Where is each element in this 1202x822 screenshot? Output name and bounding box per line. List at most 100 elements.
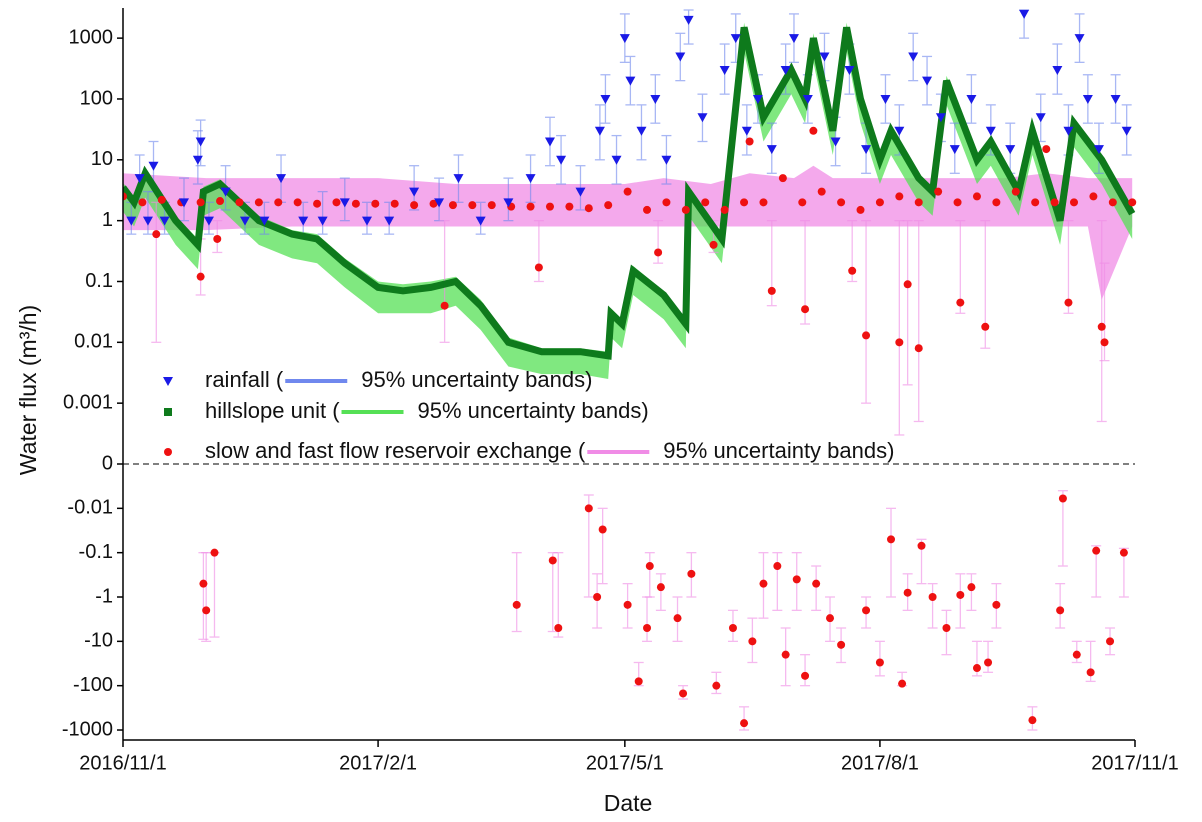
marker: [1028, 716, 1037, 725]
y-tick-label: 1000: [69, 26, 114, 48]
error-bar: [966, 573, 977, 612]
error-bar: [955, 219, 966, 314]
marker: [526, 202, 535, 211]
error-bar: [894, 219, 905, 436]
error-bar: [644, 552, 655, 598]
error-bar: [811, 565, 822, 612]
marker: [554, 623, 563, 632]
marker: [1110, 94, 1121, 104]
marker: [1042, 145, 1051, 154]
marker: [956, 298, 965, 307]
error-bar: [597, 507, 608, 585]
plot-area: [123, 9, 1137, 731]
y-axis-title: Water flux (m³/h): [15, 305, 41, 475]
marker: [967, 583, 976, 592]
marker: [837, 640, 846, 649]
marker: [875, 198, 884, 207]
marker: [276, 174, 287, 184]
marker: [548, 556, 557, 565]
error-bar: [772, 552, 783, 612]
marker: [701, 198, 710, 207]
marker: [643, 205, 652, 214]
marker: [942, 623, 951, 632]
marker: [887, 535, 896, 544]
x-tick-label: 2017/8/1: [841, 752, 919, 774]
marker: [213, 234, 222, 243]
marker: [545, 202, 554, 211]
y-tick-label: 100: [80, 87, 113, 109]
marker: [656, 583, 665, 592]
marker: [254, 198, 263, 207]
marker: [862, 606, 871, 615]
y-tick-label: 0.1: [85, 270, 113, 292]
error-bar: [655, 573, 666, 612]
marker: [503, 198, 514, 208]
error-bar: [201, 552, 212, 642]
marker: [759, 198, 768, 207]
marker: [645, 562, 654, 571]
marker: [1005, 145, 1016, 155]
marker: [809, 126, 818, 135]
marker: [895, 192, 904, 201]
marker: [745, 137, 754, 146]
error-bar: [547, 552, 558, 633]
marker: [317, 216, 328, 226]
marker: [584, 504, 593, 513]
marker: [604, 201, 613, 210]
marker: [594, 126, 605, 136]
y-tick-label: -0.1: [79, 541, 113, 563]
marker: [313, 199, 322, 208]
marker: [683, 15, 694, 25]
error-bar: [642, 596, 653, 642]
legend-band-label: 95% uncertainty bands): [418, 398, 649, 423]
marker: [1063, 126, 1074, 136]
marker: [142, 216, 153, 226]
marker: [766, 145, 777, 155]
marker: [949, 145, 960, 155]
marker: [741, 126, 752, 136]
marker: [898, 679, 907, 688]
x-tick-label: 2017/11/1: [1091, 752, 1179, 774]
x-tick-label: 2017/5/1: [586, 752, 664, 774]
marker: [709, 240, 718, 249]
error-bar: [983, 640, 994, 673]
marker: [903, 280, 912, 289]
marker: [1108, 198, 1117, 207]
marker: [662, 198, 671, 207]
marker: [1019, 9, 1030, 19]
y-tick-label: -1000: [62, 718, 113, 740]
axes: Date Water flux (m³/h) 1000 100 10 1 0.1 0.01…: [15, 8, 1179, 816]
marker: [740, 198, 749, 207]
marker: [862, 331, 871, 340]
error-bar: [913, 219, 924, 423]
y-tick-label: 0: [102, 452, 113, 474]
marker: [152, 230, 161, 239]
marker: [908, 52, 919, 62]
error-bar: [941, 609, 952, 656]
error-bar: [533, 219, 544, 283]
marker: [1119, 548, 1128, 557]
marker: [157, 195, 166, 204]
marker: [1064, 298, 1073, 307]
marker: [914, 344, 923, 353]
marker: [625, 76, 636, 86]
y-tick-label: 0.001: [63, 391, 113, 413]
marker: [935, 113, 946, 123]
marker: [593, 593, 602, 602]
legend-label: rainfall (: [205, 367, 284, 392]
marker: [673, 614, 682, 623]
marker: [1035, 113, 1046, 123]
error-bar: [1057, 490, 1068, 567]
marker: [1070, 198, 1079, 207]
y-tick-label: 0.01: [74, 331, 113, 353]
marker: [697, 113, 708, 123]
marker: [875, 658, 884, 667]
marker: [650, 94, 661, 104]
x-tick-label: 2016/11/1: [79, 752, 167, 774]
marker: [126, 216, 137, 226]
marker: [1056, 606, 1065, 615]
marker: [525, 174, 536, 184]
marker: [203, 216, 214, 226]
